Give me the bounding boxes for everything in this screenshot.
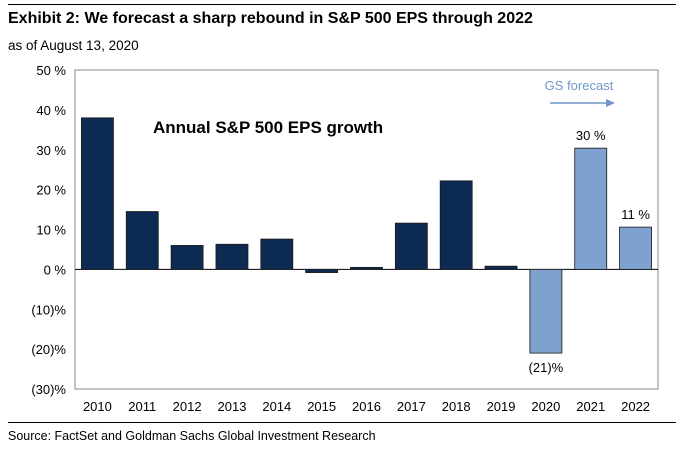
x-tick-label: 2016 — [352, 399, 381, 414]
x-tick-label: 2018 — [442, 399, 471, 414]
x-tick-label: 2021 — [576, 399, 605, 414]
x-tick-label: 2019 — [487, 399, 516, 414]
y-tick-label: 50 % — [36, 63, 66, 78]
top-rule — [8, 4, 676, 5]
x-tick-label: 2011 — [128, 399, 156, 414]
bar-2017 — [394, 222, 428, 270]
y-tick-label: 10 % — [36, 223, 66, 238]
bar-2019 — [484, 265, 518, 270]
y-tick-label: (30)% — [31, 382, 66, 397]
bar-2018 — [439, 180, 473, 270]
bar-2016 — [350, 266, 383, 270]
data-label: (21)% — [529, 360, 564, 375]
x-tick-label: 2017 — [397, 399, 426, 414]
bar-2011 — [125, 211, 159, 270]
y-tick-label: 20 % — [36, 183, 66, 198]
source-note: Source: FactSet and Goldman Sachs Global… — [8, 429, 376, 443]
plot-frame — [74, 69, 659, 390]
data-label: 30 % — [576, 128, 606, 143]
bar-2020 — [529, 268, 563, 354]
bar-2022 — [619, 226, 652, 270]
bar-2021 — [574, 147, 608, 270]
y-tick-label: (20)% — [31, 342, 66, 357]
bar-2014 — [260, 238, 294, 270]
bar-2013 — [215, 243, 249, 270]
data-label: 11 % — [621, 207, 650, 222]
forecast-arrow-icon — [606, 99, 615, 107]
x-tick-label: 2014 — [262, 399, 291, 414]
y-tick-label: 30 % — [36, 143, 66, 158]
chart-title: Annual S&P 500 EPS growth — [153, 118, 383, 137]
bar-2015 — [305, 268, 339, 273]
exhibit-subtitle: as of August 13, 2020 — [8, 38, 139, 53]
forecast-annotation: GS forecast — [545, 78, 614, 93]
x-tick-label: 2010 — [83, 399, 112, 414]
x-tick-label: 2012 — [173, 399, 202, 414]
bar-2012 — [170, 245, 204, 270]
x-tick-label: 2013 — [218, 399, 247, 414]
x-tick-label: 2020 — [531, 399, 560, 414]
y-tick-label: 0 % — [44, 262, 67, 277]
y-tick-label: 40 % — [36, 103, 66, 118]
bar-2010 — [81, 117, 114, 270]
x-tick-label: 2022 — [621, 399, 650, 414]
x-tick-label: 2015 — [307, 399, 336, 414]
exhibit-title: Exhibit 2: We forecast a sharp rebound i… — [8, 10, 533, 27]
y-tick-label: (10)% — [31, 302, 66, 317]
footer-rule — [8, 422, 676, 423]
